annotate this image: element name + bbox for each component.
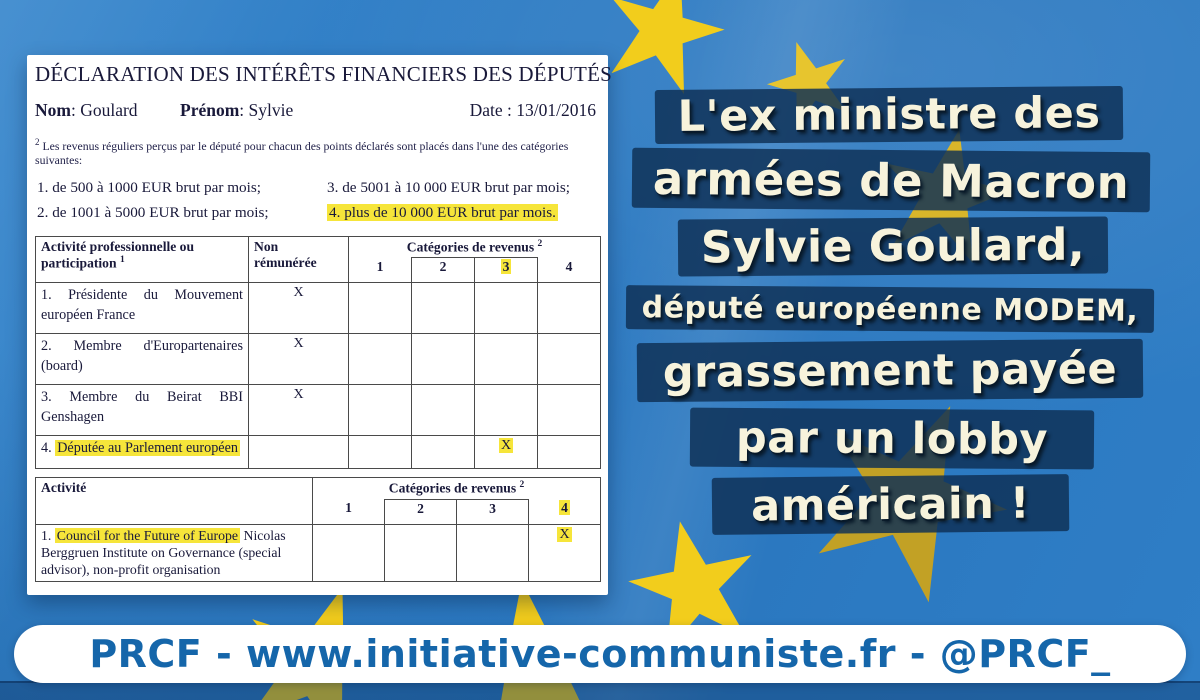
income-category-column-right: 3. de 5001 à 10 000 EUR brut par mois; 4… <box>327 175 570 225</box>
table-row: 2. Membre d'Europartenaires (board) X <box>35 333 602 386</box>
column-header-categories: Catégories de revenus 2 <box>347 235 602 258</box>
category-number-row: 1 2 3 4 <box>36 257 602 284</box>
category-cell <box>411 435 475 470</box>
table-row: 3. Membre du Beirat BBI Genshagen X <box>35 384 602 437</box>
headline-line-7: américain ! <box>711 474 1070 535</box>
highlighted-text: Députée au Parlement européen <box>55 440 240 457</box>
category-cell <box>411 333 475 386</box>
highlighted-text: X <box>498 438 514 454</box>
prcf-banner: PRCF - www.initiative-communiste.fr - @P… <box>14 625 1186 683</box>
headline-line-5: grassement payée <box>636 338 1144 403</box>
headline-line-3: Sylvie Goulard, <box>677 216 1109 277</box>
category-number-row: 1 2 3 4 <box>36 498 602 525</box>
category-col-1: 1 <box>348 257 412 284</box>
footnote-marker: 2 <box>35 137 40 147</box>
declaration-document: DÉCLARATION DES INTÉRÊTS FINANCIERS DES … <box>27 55 612 595</box>
nonremunerated-x-cell: X <box>248 384 349 437</box>
highlighted-text: 3 <box>500 259 512 275</box>
headline-line-6: par un lobby <box>689 407 1095 470</box>
nom-label: Nom <box>35 100 71 120</box>
category-col-3: 3 <box>456 498 529 525</box>
nom-value: : Goulard <box>70 100 138 120</box>
highlighted-text: Council for the Future of Europe <box>54 527 241 543</box>
column-header-nonremunerated: Non rémunérée <box>248 235 349 284</box>
category-cell <box>456 523 529 582</box>
activities-table: Activité Catégories de revenus 2 1 2 3 4… <box>35 477 602 582</box>
income-category-item-highlighted: 4. plus de 10 000 EUR brut par mois. <box>327 200 570 225</box>
prenom-value: : Sylvie <box>239 100 294 120</box>
category-cell <box>348 384 412 437</box>
category-cell <box>411 282 475 335</box>
interests-table: Activité professionnelle ou participatio… <box>35 235 602 470</box>
category-x-cell-highlighted: X <box>474 435 538 470</box>
category-cell <box>536 282 602 335</box>
category-col-2: 2 <box>411 257 475 284</box>
date-field: Date : 13/01/2016 <box>469 100 596 120</box>
column-header-activity: Activité professionnelle ou participatio… <box>35 235 249 284</box>
bottom-strip <box>0 681 1200 700</box>
category-col-4: 4 <box>536 257 602 284</box>
category-cell <box>536 384 602 437</box>
activity-cell-highlighted: 1. Council for the Future of Europe Nico… <box>35 523 313 582</box>
highlighted-text: 4. plus de 10 000 EUR brut par mois. <box>327 203 558 221</box>
activity-cell: 1. Présidente du Mouvement européen Fran… <box>35 282 249 335</box>
category-cell <box>348 435 412 470</box>
headline-line-2: armées de Macron <box>631 147 1151 213</box>
document-identity-row: Nom: Goulard Prénom: Sylvie Date : 13/01… <box>35 100 600 126</box>
category-cell <box>348 333 412 386</box>
activity-cell: 2. Membre d'Europartenaires (board) <box>35 333 249 386</box>
category-col-3-highlighted: 3 <box>474 257 538 284</box>
eu-star-icon <box>591 0 737 100</box>
category-col-4-highlighted: 4 <box>527 499 602 525</box>
highlighted-text: 4 <box>559 500 570 516</box>
income-categories-note: 2 Les revenus réguliers perçus par le dé… <box>35 135 600 168</box>
income-category-list: 1. de 500 à 1000 EUR brut par mois; 2. d… <box>35 175 600 229</box>
table-row-highlighted: 4. Députée au Parlement européen X <box>35 435 602 470</box>
prenom-field: Prénom: Sylvie <box>180 100 293 121</box>
category-col-1: 1 <box>312 499 385 525</box>
category-col-2: 2 <box>384 498 457 525</box>
document-title: DÉCLARATION DES INTÉRÊTS FINANCIERS DES … <box>35 62 612 86</box>
headline-line-4: député européenne MODEM, <box>625 285 1155 333</box>
category-cell <box>312 523 385 582</box>
category-x-cell-highlighted: X <box>527 523 602 582</box>
category-cell <box>474 333 538 386</box>
category-cell <box>474 282 538 335</box>
headline-line-1: L'ex ministre des <box>654 85 1124 145</box>
income-category-item: 2. de 1001 à 5000 EUR brut par mois; <box>37 203 269 221</box>
income-category-column-left: 1. de 500 à 1000 EUR brut par mois; 2. d… <box>37 175 269 225</box>
income-category-item: 1. de 500 à 1000 EUR brut par mois; <box>37 178 261 196</box>
category-cell <box>348 282 412 335</box>
activity-cell-highlighted: 4. Députée au Parlement européen <box>35 435 249 470</box>
category-cell <box>536 435 602 470</box>
category-cell <box>474 384 538 437</box>
table-row: 1. Présidente du Mouvement européen Fran… <box>35 282 602 335</box>
category-cell <box>384 523 457 582</box>
category-cell <box>536 333 602 386</box>
nonremunerated-x-cell: X <box>248 333 349 386</box>
activity-cell: 3. Membre du Beirat BBI Genshagen <box>35 384 249 437</box>
income-category-item: 3. de 5001 à 10 000 EUR brut par mois; <box>327 178 570 196</box>
footnote-text: Les revenus réguliers perçus par le dépu… <box>35 138 569 168</box>
column-header-activity: Activité <box>35 477 313 525</box>
column-header-categories: Catégories de revenus 2 <box>311 477 602 500</box>
nonremunerated-x-cell: X <box>248 282 349 335</box>
category-cell <box>411 384 475 437</box>
nom-field: Nom: Goulard <box>35 100 138 121</box>
nonremunerated-cell <box>248 435 349 470</box>
highlighted-text: X <box>557 526 572 542</box>
prenom-label: Prénom <box>180 100 240 120</box>
table-row-highlighted: 1. Council for the Future of Europe Nico… <box>35 523 602 582</box>
banner-text: PRCF - www.initiative-communiste.fr - @P… <box>89 632 1111 676</box>
